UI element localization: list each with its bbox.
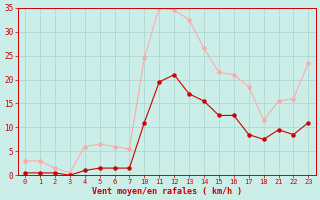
X-axis label: Vent moyen/en rafales ( km/h ): Vent moyen/en rafales ( km/h ) [92, 187, 242, 196]
